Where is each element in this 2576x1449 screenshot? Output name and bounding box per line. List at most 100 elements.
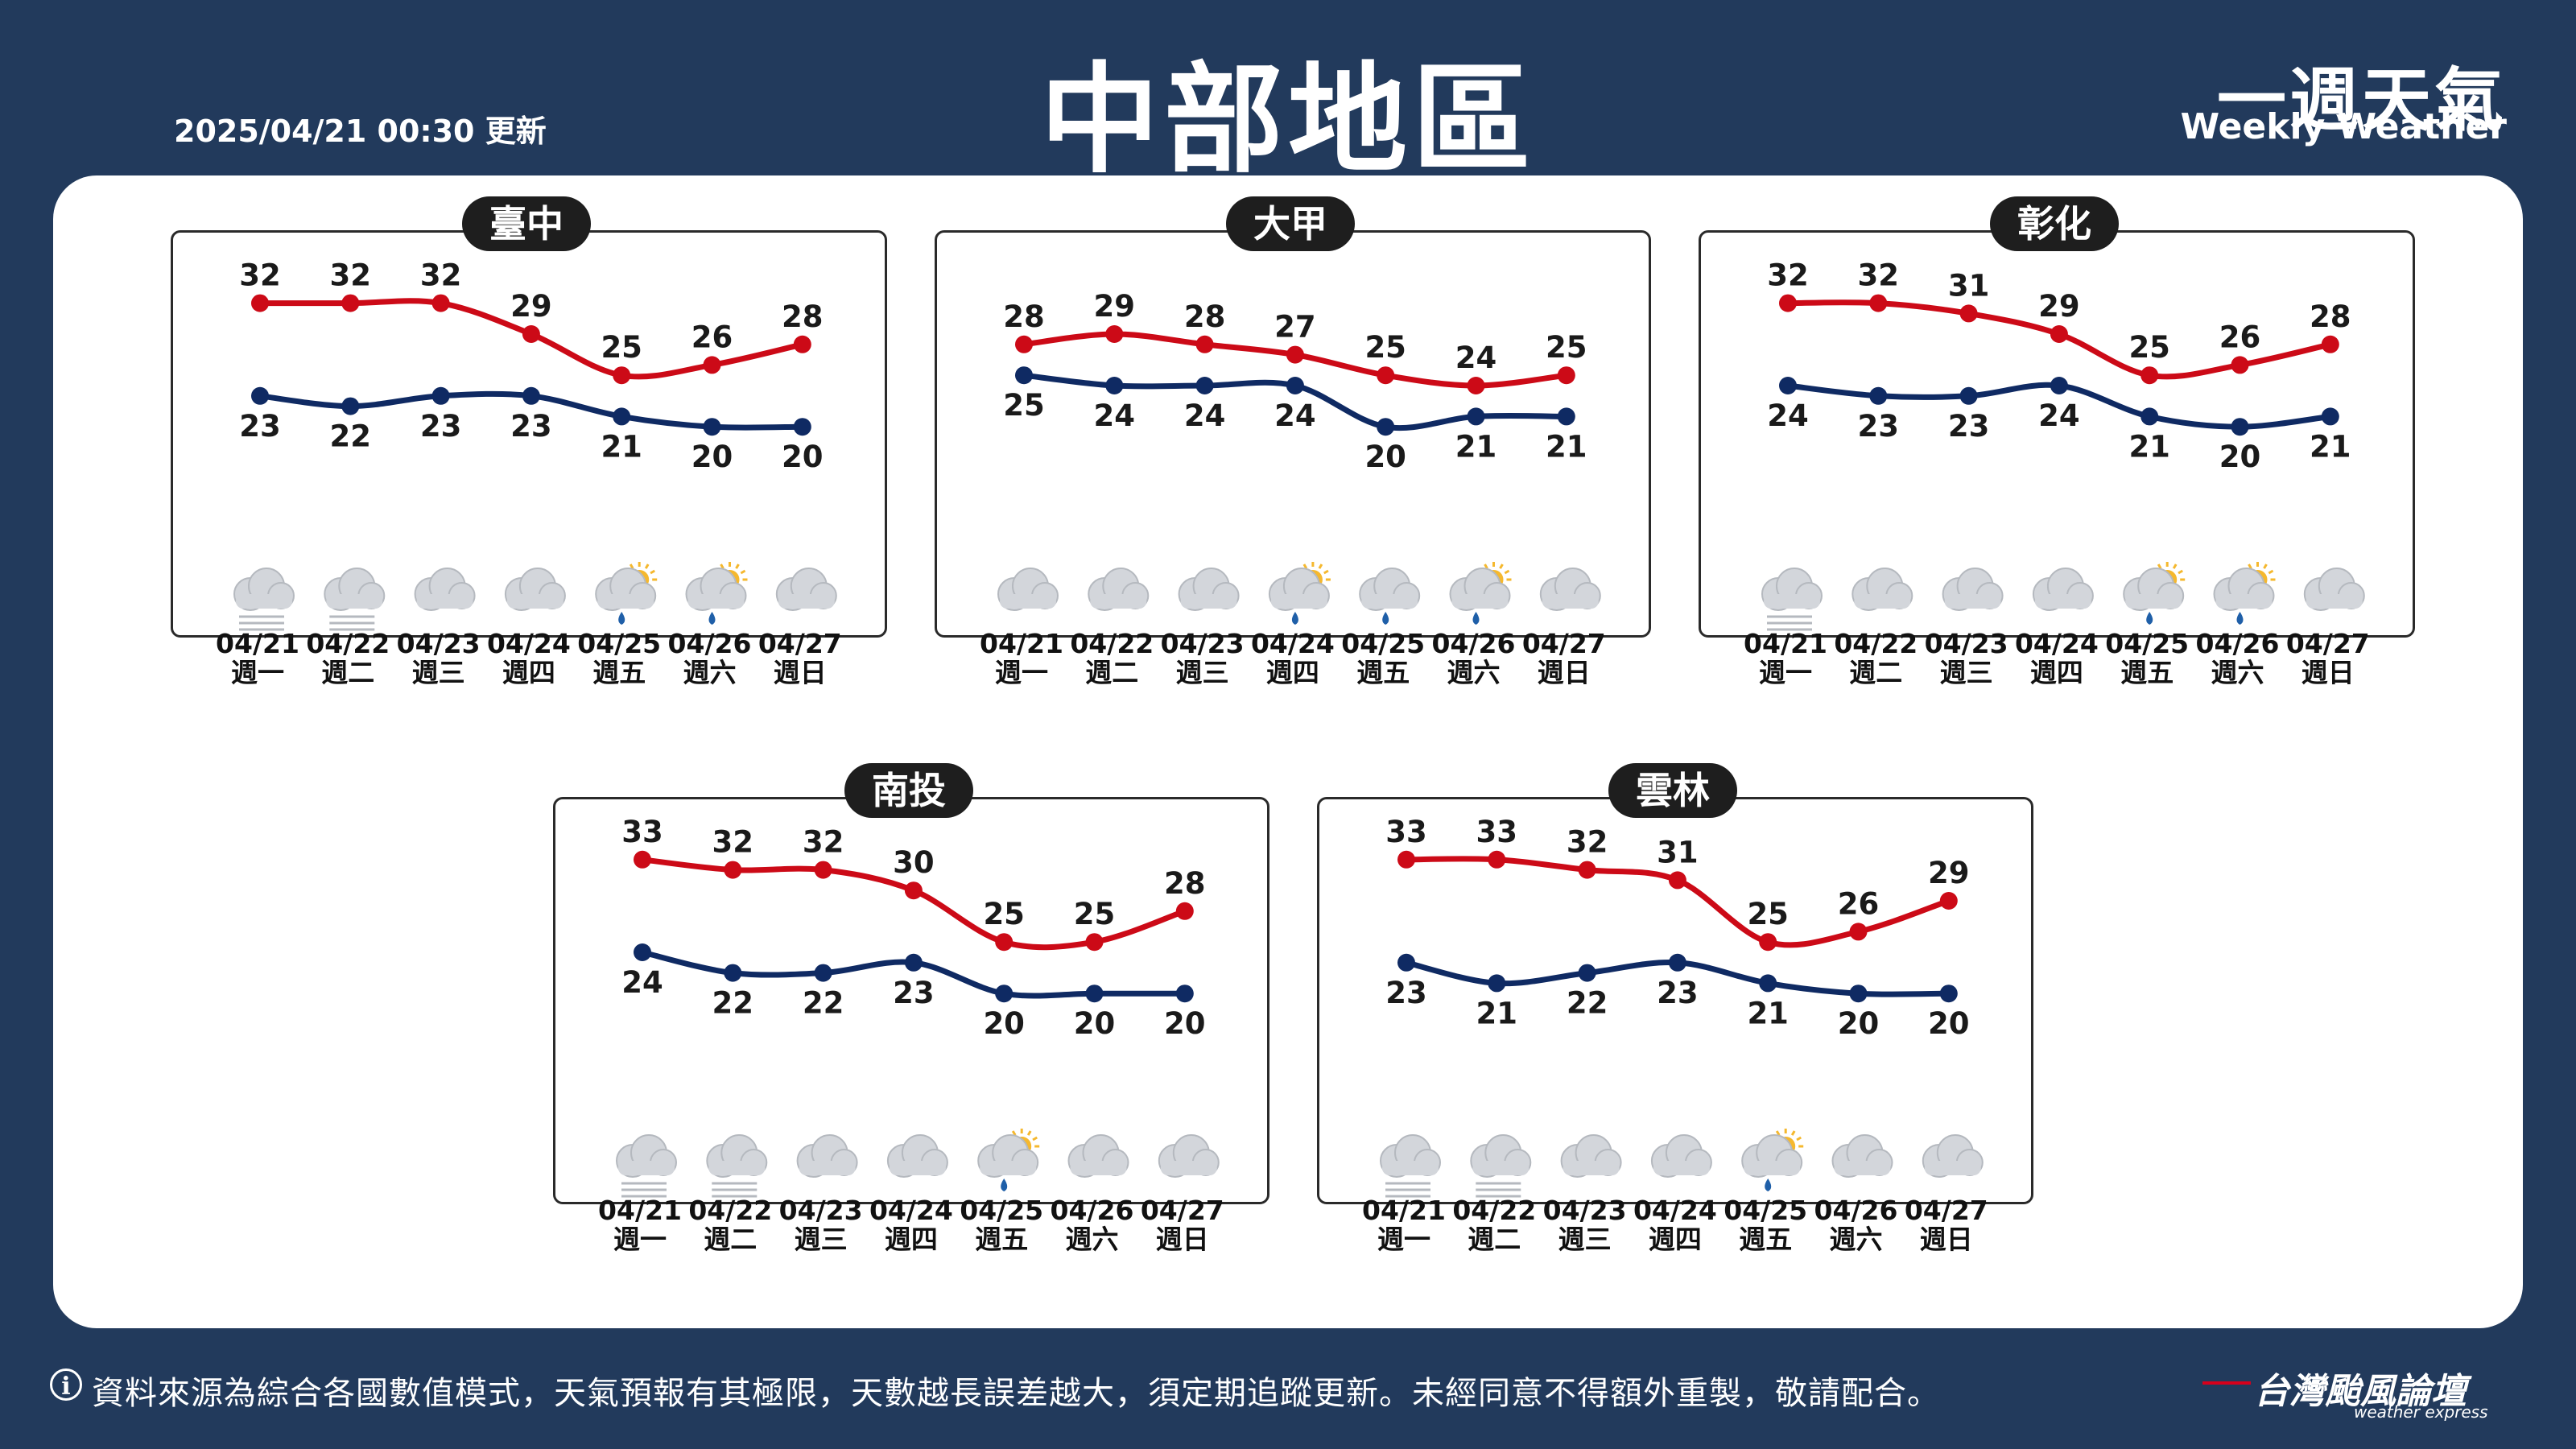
max-temp-point [1195, 335, 1214, 353]
plot-frame: 32 32 32 29 25 26 28 23 22 23 23 21 20 20 [171, 230, 887, 638]
cloud-base [1764, 594, 1820, 609]
sun-ray [2268, 569, 2274, 575]
max-temp-label: 31 [1657, 835, 1699, 869]
date-text: 04/27 [1140, 1195, 1224, 1226]
min-temp-label: 24 [2038, 398, 2080, 433]
cloudy-icon [886, 1134, 948, 1178]
cloud-base [1924, 1161, 1981, 1175]
update-time: 2025/04/21 00:30 更新 [174, 114, 547, 149]
date-text: 04/26 [2195, 628, 2280, 659]
date-axis: 04/21 週一 04/22 週二 04/23 週三 04/24 週四 04/25 週五 04/26… [928, 630, 1653, 691]
cloudy-icon [1852, 568, 1913, 611]
cloud-shape [1359, 568, 1421, 611]
date-tick-label: 04/26 週六 [1808, 1196, 1905, 1254]
date-tick-label: 04/27 週日 [1516, 630, 1612, 687]
min-temp-label: 23 [239, 409, 281, 444]
weekday-text: 週一 [613, 1224, 667, 1255]
min-temp-point [1939, 985, 1958, 1003]
weekday-text: 週五 [1356, 657, 1410, 688]
max-temp-label: 25 [1074, 897, 1116, 931]
date-text: 04/24 [2014, 628, 2099, 659]
min-temp-point [431, 386, 450, 405]
cloudy-icon [1942, 568, 2004, 611]
date-text: 04/25 [2105, 628, 2190, 659]
date-axis: 04/21 週一 04/22 週二 04/23 週三 04/24 週四 04/25 週五 04/26… [1692, 630, 2417, 691]
brand-title-en: Weekly Weather [2180, 106, 2507, 147]
weekday-text: 週二 [704, 1224, 758, 1255]
date-text: 04/27 [1521, 628, 1606, 659]
max-temp-point [341, 294, 360, 312]
date-text: 04/26 [1814, 1195, 1898, 1226]
date-text: 04/22 [306, 628, 390, 659]
min-temp-label: 21 [2310, 429, 2351, 464]
max-temp-point [1467, 377, 1485, 394]
date-text: 04/27 [1904, 1195, 1988, 1226]
min-temp-point [814, 964, 832, 982]
cloud-base [1472, 1161, 1530, 1175]
weekday-text: 週六 [2211, 657, 2264, 688]
cloud-shape [1560, 1134, 1622, 1178]
max-temp-label: 32 [1767, 258, 1809, 293]
max-temp-label: 25 [1747, 897, 1789, 931]
sun-ray [1499, 564, 1504, 569]
max-temp-label: 32 [420, 258, 462, 293]
cloudy-icon [1922, 1134, 1984, 1178]
min-temp-label: 22 [1567, 986, 1608, 1021]
min-temp-label: 20 [691, 440, 733, 474]
max-temp-point [793, 335, 811, 353]
min-temp-label: 21 [1455, 429, 1497, 464]
max-temp-point [1578, 861, 1596, 879]
min-temp-label: 20 [782, 440, 824, 474]
temperature-line-chart: 28 29 28 27 25 24 25 25 24 24 24 20 21 21 [997, 289, 1601, 625]
sun-ray [2248, 564, 2252, 569]
max-temp-label: 28 [782, 299, 824, 334]
min-temp-label: 24 [1094, 398, 1136, 433]
min-temp-label: 21 [2128, 429, 2170, 464]
sun-ray [629, 564, 634, 569]
cloud-base [618, 1161, 675, 1175]
max-temp-label: 31 [1948, 268, 1990, 303]
min-temp-label: 23 [1948, 409, 1990, 444]
fog-icon [706, 1134, 768, 1198]
plot-frame: 33 32 32 30 25 25 28 24 22 22 23 20 20 20 [553, 797, 1269, 1204]
date-tick-label: 04/27 週日 [1134, 1196, 1231, 1254]
cloud-shape [775, 568, 837, 611]
max-temp-point [1085, 933, 1104, 952]
page-title: 中部地區 [1040, 51, 1536, 189]
footer-logo-text: 台灣颱風論壇 [2254, 1371, 2467, 1412]
sun-ray [2157, 564, 2162, 569]
min-temp-label: 23 [1385, 976, 1427, 1010]
max-temp-point [1557, 366, 1575, 385]
cloud-shape [997, 568, 1059, 611]
max-temp-label: 32 [1567, 825, 1608, 860]
cloud-base [1090, 594, 1147, 609]
raindrop-shape [1382, 612, 1389, 625]
max-temp-label: 30 [893, 845, 935, 880]
cloudy-icon [1158, 1134, 1220, 1178]
cloud-shape [233, 568, 295, 611]
min-temp-point [1195, 377, 1214, 394]
cloud-shape [1380, 1134, 1441, 1178]
date-text: 04/21 [216, 628, 299, 659]
cloud-shape [1650, 1134, 1712, 1178]
max-temp-point [1849, 923, 1868, 941]
cloud-shape [706, 1134, 768, 1178]
date-tick-label: 04/22 週二 [299, 630, 396, 687]
date-tick-label: 04/26 週六 [662, 630, 758, 687]
max-temp-label: 25 [1546, 330, 1587, 365]
min-temp-label: 20 [1928, 1006, 1970, 1041]
cloud-shape [1539, 568, 1601, 611]
fog-icon [324, 568, 386, 631]
cloud-rain-icon [1359, 568, 1421, 625]
date-tick-label: 04/21 週一 [209, 630, 306, 687]
min-temp-label: 23 [1657, 976, 1699, 1010]
station-panel: 32 32 31 29 25 26 28 24 23 23 24 21 20 21 彰化 04/21 週一 04/… [1692, 196, 2417, 689]
min-temp-label: 21 [1747, 996, 1789, 1030]
weekday-text: 週三 [1939, 657, 1993, 688]
min-temp-point [1779, 377, 1797, 394]
max-temp-point [995, 933, 1013, 952]
partly-sunny-rain-icon [2213, 562, 2276, 625]
cloud-shape [1942, 568, 2004, 611]
logo-accent-line [2202, 1381, 2251, 1385]
cloud-base [1563, 1161, 1620, 1175]
